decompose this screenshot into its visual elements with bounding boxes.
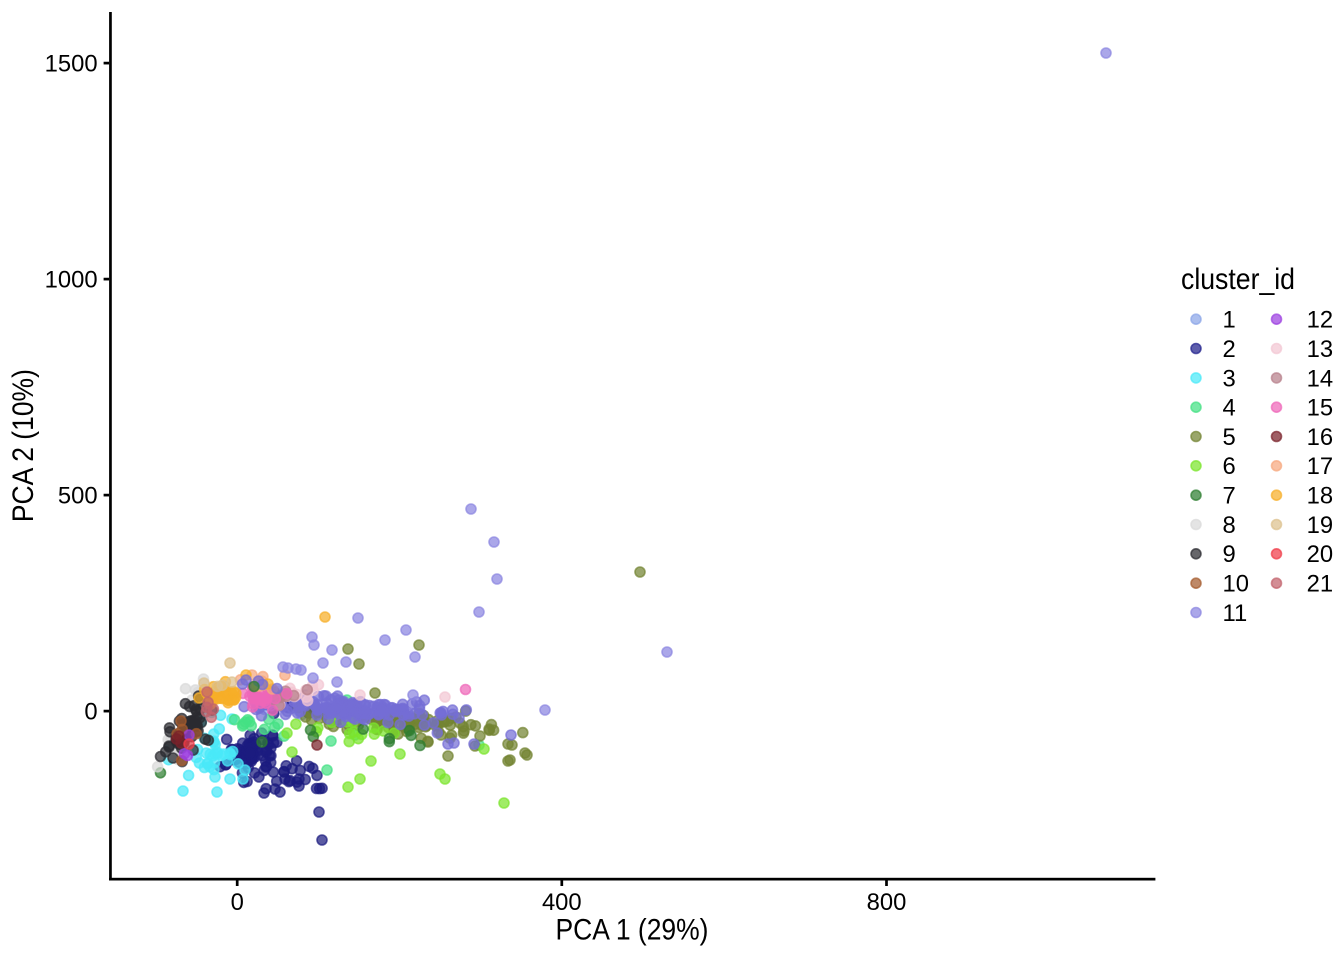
svg-text:8: 8 (1223, 512, 1236, 539)
svg-text:cluster_id: cluster_id (1181, 263, 1295, 296)
svg-text:PCA 2 (10%): PCA 2 (10%) (7, 369, 40, 522)
svg-text:16: 16 (1307, 424, 1333, 451)
svg-text:1000: 1000 (45, 267, 98, 294)
svg-text:1500: 1500 (45, 51, 98, 78)
svg-text:800: 800 (867, 889, 907, 916)
svg-text:500: 500 (58, 483, 98, 510)
svg-text:0: 0 (231, 889, 244, 916)
svg-text:12: 12 (1307, 307, 1333, 334)
svg-text:5: 5 (1223, 424, 1236, 451)
svg-text:400: 400 (542, 889, 582, 916)
svg-text:19: 19 (1307, 512, 1333, 539)
svg-text:21: 21 (1307, 571, 1333, 598)
svg-text:20: 20 (1307, 541, 1333, 568)
svg-text:11: 11 (1223, 600, 1248, 627)
svg-text:9: 9 (1223, 541, 1236, 568)
svg-text:PCA 1 (29%): PCA 1 (29%) (556, 914, 709, 947)
svg-text:6: 6 (1223, 453, 1236, 480)
svg-text:3: 3 (1223, 365, 1236, 392)
svg-text:15: 15 (1307, 395, 1333, 422)
svg-text:14: 14 (1307, 365, 1333, 392)
svg-text:7: 7 (1223, 483, 1236, 510)
svg-text:10: 10 (1223, 571, 1249, 598)
svg-text:0: 0 (84, 699, 97, 726)
svg-text:13: 13 (1307, 336, 1333, 363)
svg-text:2: 2 (1223, 336, 1236, 363)
svg-text:1: 1 (1223, 307, 1236, 334)
svg-text:4: 4 (1223, 395, 1236, 422)
svg-text:18: 18 (1307, 483, 1333, 510)
svg-text:17: 17 (1307, 453, 1333, 480)
